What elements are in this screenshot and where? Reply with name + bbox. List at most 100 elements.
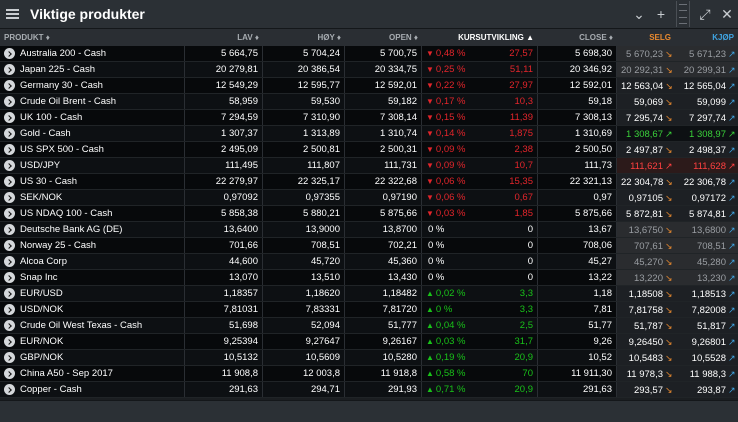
- table-row[interactable]: US NDAQ 100 - Cash 5 858,38 5 880,21 5 875,…: [0, 206, 738, 222]
- buy-price[interactable]: 22 306,78 ↗: [675, 174, 738, 189]
- table-row[interactable]: SEK/NOK 0,97092 0,97355 0,97190 ▼ 0,06 % 0,67 0…: [0, 190, 738, 206]
- sell-price[interactable]: 10,5483 ↘: [617, 350, 675, 365]
- sell-price[interactable]: 13,220 ↘: [617, 270, 675, 285]
- table-row[interactable]: Gold - Cash 1 307,37 1 313,89 1 310,74 ▼ 0,14…: [0, 126, 738, 142]
- chevron-right-icon[interactable]: [4, 288, 15, 299]
- header-produkt[interactable]: PRODUKT ♦: [4, 33, 50, 42]
- table-row[interactable]: USD/NOK 7,81031 7,83331 7,81720 ▲ 0 % 3,3 7,81 7…: [0, 302, 738, 318]
- buy-price[interactable]: 708,51 ↗: [675, 238, 738, 253]
- sell-price[interactable]: 0,97105 ↘: [617, 190, 675, 205]
- sell-price[interactable]: 1,18508 ↘: [617, 286, 675, 301]
- header-kursutvikling[interactable]: KURSUTVIKLING ▲: [458, 33, 534, 42]
- buy-price[interactable]: 45,280 ↗: [675, 254, 738, 269]
- buy-price[interactable]: 2 498,37 ↗: [675, 142, 738, 157]
- chevron-down-icon[interactable]: ⌄: [633, 5, 645, 22]
- table-row[interactable]: US SPX 500 - Cash 2 495,09 2 500,81 2 500,3…: [0, 142, 738, 158]
- header-selg[interactable]: SELG: [649, 33, 671, 42]
- buy-price[interactable]: 7,82008 ↗: [675, 302, 738, 317]
- table-row[interactable]: USD/JPY 111,495 111,807 111,731 ▼ 0,09 % 10,7 1…: [0, 158, 738, 174]
- table-row[interactable]: Copper - Cash 291,63 294,71 291,93 ▲ 0,71 % 20…: [0, 382, 738, 398]
- product-name-cell[interactable]: USD/JPY: [0, 158, 185, 173]
- chevron-right-icon[interactable]: [4, 80, 15, 91]
- sell-price[interactable]: 5 872,81 ↘: [617, 206, 675, 221]
- product-name-cell[interactable]: SEK/NOK: [0, 190, 185, 205]
- product-name-cell[interactable]: Crude Oil Brent - Cash: [0, 94, 185, 109]
- product-name-cell[interactable]: Norway 25 - Cash: [0, 238, 185, 253]
- chevron-right-icon[interactable]: [4, 64, 15, 75]
- product-name-cell[interactable]: US 30 - Cash: [0, 174, 185, 189]
- table-row[interactable]: UK 100 - Cash 7 294,59 7 310,90 7 308,14 ▼ 0,…: [0, 110, 738, 126]
- sell-price[interactable]: 111,621 ↗: [617, 158, 675, 173]
- buy-price[interactable]: 59,099 ↗: [675, 94, 738, 109]
- product-name-cell[interactable]: EUR/USD: [0, 286, 185, 301]
- menu-icon[interactable]: [0, 0, 24, 28]
- chevron-right-icon[interactable]: [4, 240, 15, 251]
- sell-price[interactable]: 20 292,31 ↘: [617, 62, 675, 77]
- table-row[interactable]: Norway 25 - Cash 701,66 708,51 702,21 0 % 0 70…: [0, 238, 738, 254]
- table-row[interactable]: GBP/NOK 10,5132 10,5609 10,5280 ▲ 0,19 % 20,9 1…: [0, 350, 738, 366]
- chevron-right-icon[interactable]: [4, 208, 15, 219]
- table-row[interactable]: US 30 - Cash 22 279,97 22 325,17 22 322,68 ▼…: [0, 174, 738, 190]
- product-name-cell[interactable]: Gold - Cash: [0, 126, 185, 141]
- buy-price[interactable]: 12 565,04 ↗: [675, 78, 738, 93]
- product-name-cell[interactable]: Australia 200 - Cash: [0, 46, 185, 61]
- product-name-cell[interactable]: Germany 30 - Cash: [0, 78, 185, 93]
- buy-price[interactable]: 111,628 ↗: [675, 158, 738, 173]
- sell-price[interactable]: 707,61 ↘: [617, 238, 675, 253]
- chevron-right-icon[interactable]: [4, 96, 15, 107]
- header-lav[interactable]: LAV ♦: [237, 33, 259, 42]
- product-name-cell[interactable]: UK 100 - Cash: [0, 110, 185, 125]
- chevron-right-icon[interactable]: [4, 224, 15, 235]
- chevron-right-icon[interactable]: [4, 320, 15, 331]
- chevron-right-icon[interactable]: [4, 336, 15, 347]
- sell-price[interactable]: 1 308,67 ↗: [617, 126, 675, 141]
- close-icon[interactable]: ✕: [721, 5, 733, 22]
- header-open[interactable]: OPEN ♦: [389, 33, 418, 42]
- buy-price[interactable]: 7 297,74 ↗: [675, 110, 738, 125]
- sell-price[interactable]: 12 563,04 ↘: [617, 78, 675, 93]
- product-name-cell[interactable]: Crude Oil West Texas - Cash: [0, 318, 185, 333]
- sell-price[interactable]: 59,069 ↘: [617, 94, 675, 109]
- buy-price[interactable]: 13,230 ↗: [675, 270, 738, 285]
- buy-price[interactable]: 13,6800 ↗: [675, 222, 738, 237]
- sell-price[interactable]: 13,6750 ↘: [617, 222, 675, 237]
- product-name-cell[interactable]: Snap Inc: [0, 270, 185, 285]
- chevron-right-icon[interactable]: [4, 304, 15, 315]
- sell-price[interactable]: 5 670,23 ↘: [617, 46, 675, 61]
- product-name-cell[interactable]: US NDAQ 100 - Cash: [0, 206, 185, 221]
- table-row[interactable]: Japan 225 - Cash 20 279,81 20 386,54 20 334…: [0, 62, 738, 78]
- buy-price[interactable]: 1 308,97 ↗: [675, 126, 738, 141]
- buy-price[interactable]: 1,18513 ↗: [675, 286, 738, 301]
- chevron-right-icon[interactable]: [4, 384, 15, 395]
- sell-price[interactable]: 11 978,3 ↘: [617, 366, 675, 381]
- sell-price[interactable]: 7,81758 ↘: [617, 302, 675, 317]
- buy-price[interactable]: 0,97172 ↗: [675, 190, 738, 205]
- buy-price[interactable]: 10,5528 ↗: [675, 350, 738, 365]
- chevron-right-icon[interactable]: [4, 272, 15, 283]
- buy-price[interactable]: 11 988,3 ↗: [675, 366, 738, 381]
- product-name-cell[interactable]: China A50 - Sep 2017: [0, 366, 185, 381]
- header-close[interactable]: CLOSE ♦: [579, 33, 613, 42]
- sell-price[interactable]: 45,270 ↘: [617, 254, 675, 269]
- sell-price[interactable]: 7 295,74 ↘: [617, 110, 675, 125]
- chevron-right-icon[interactable]: [4, 128, 15, 139]
- buy-price[interactable]: 20 299,31 ↗: [675, 62, 738, 77]
- chevron-right-icon[interactable]: [4, 144, 15, 155]
- chevron-right-icon[interactable]: [4, 160, 15, 171]
- chevron-right-icon[interactable]: [4, 176, 15, 187]
- buy-price[interactable]: 5 874,81 ↗: [675, 206, 738, 221]
- table-row[interactable]: Crude Oil Brent - Cash 58,959 59,530 59,182…: [0, 94, 738, 110]
- product-name-cell[interactable]: Copper - Cash: [0, 382, 185, 397]
- chevron-right-icon[interactable]: [4, 192, 15, 203]
- product-name-cell[interactable]: US SPX 500 - Cash: [0, 142, 185, 157]
- buy-price[interactable]: 9,26801 ↗: [675, 334, 738, 349]
- product-name-cell[interactable]: USD/NOK: [0, 302, 185, 317]
- table-row[interactable]: EUR/USD 1,18357 1,18620 1,18482 ▲ 0,02 % 3,3 1,…: [0, 286, 738, 302]
- table-row[interactable]: Germany 30 - Cash 12 549,29 12 595,77 12 59…: [0, 78, 738, 94]
- add-icon[interactable]: +: [656, 6, 666, 22]
- table-row[interactable]: Alcoa Corp 44,600 45,720 45,360 0 % 0 45,27 45,…: [0, 254, 738, 270]
- sell-price[interactable]: 22 304,78 ↘: [617, 174, 675, 189]
- product-name-cell[interactable]: GBP/NOK: [0, 350, 185, 365]
- header-kjop[interactable]: KJØP: [712, 33, 734, 42]
- product-name-cell[interactable]: Deutsche Bank AG (DE): [0, 222, 185, 237]
